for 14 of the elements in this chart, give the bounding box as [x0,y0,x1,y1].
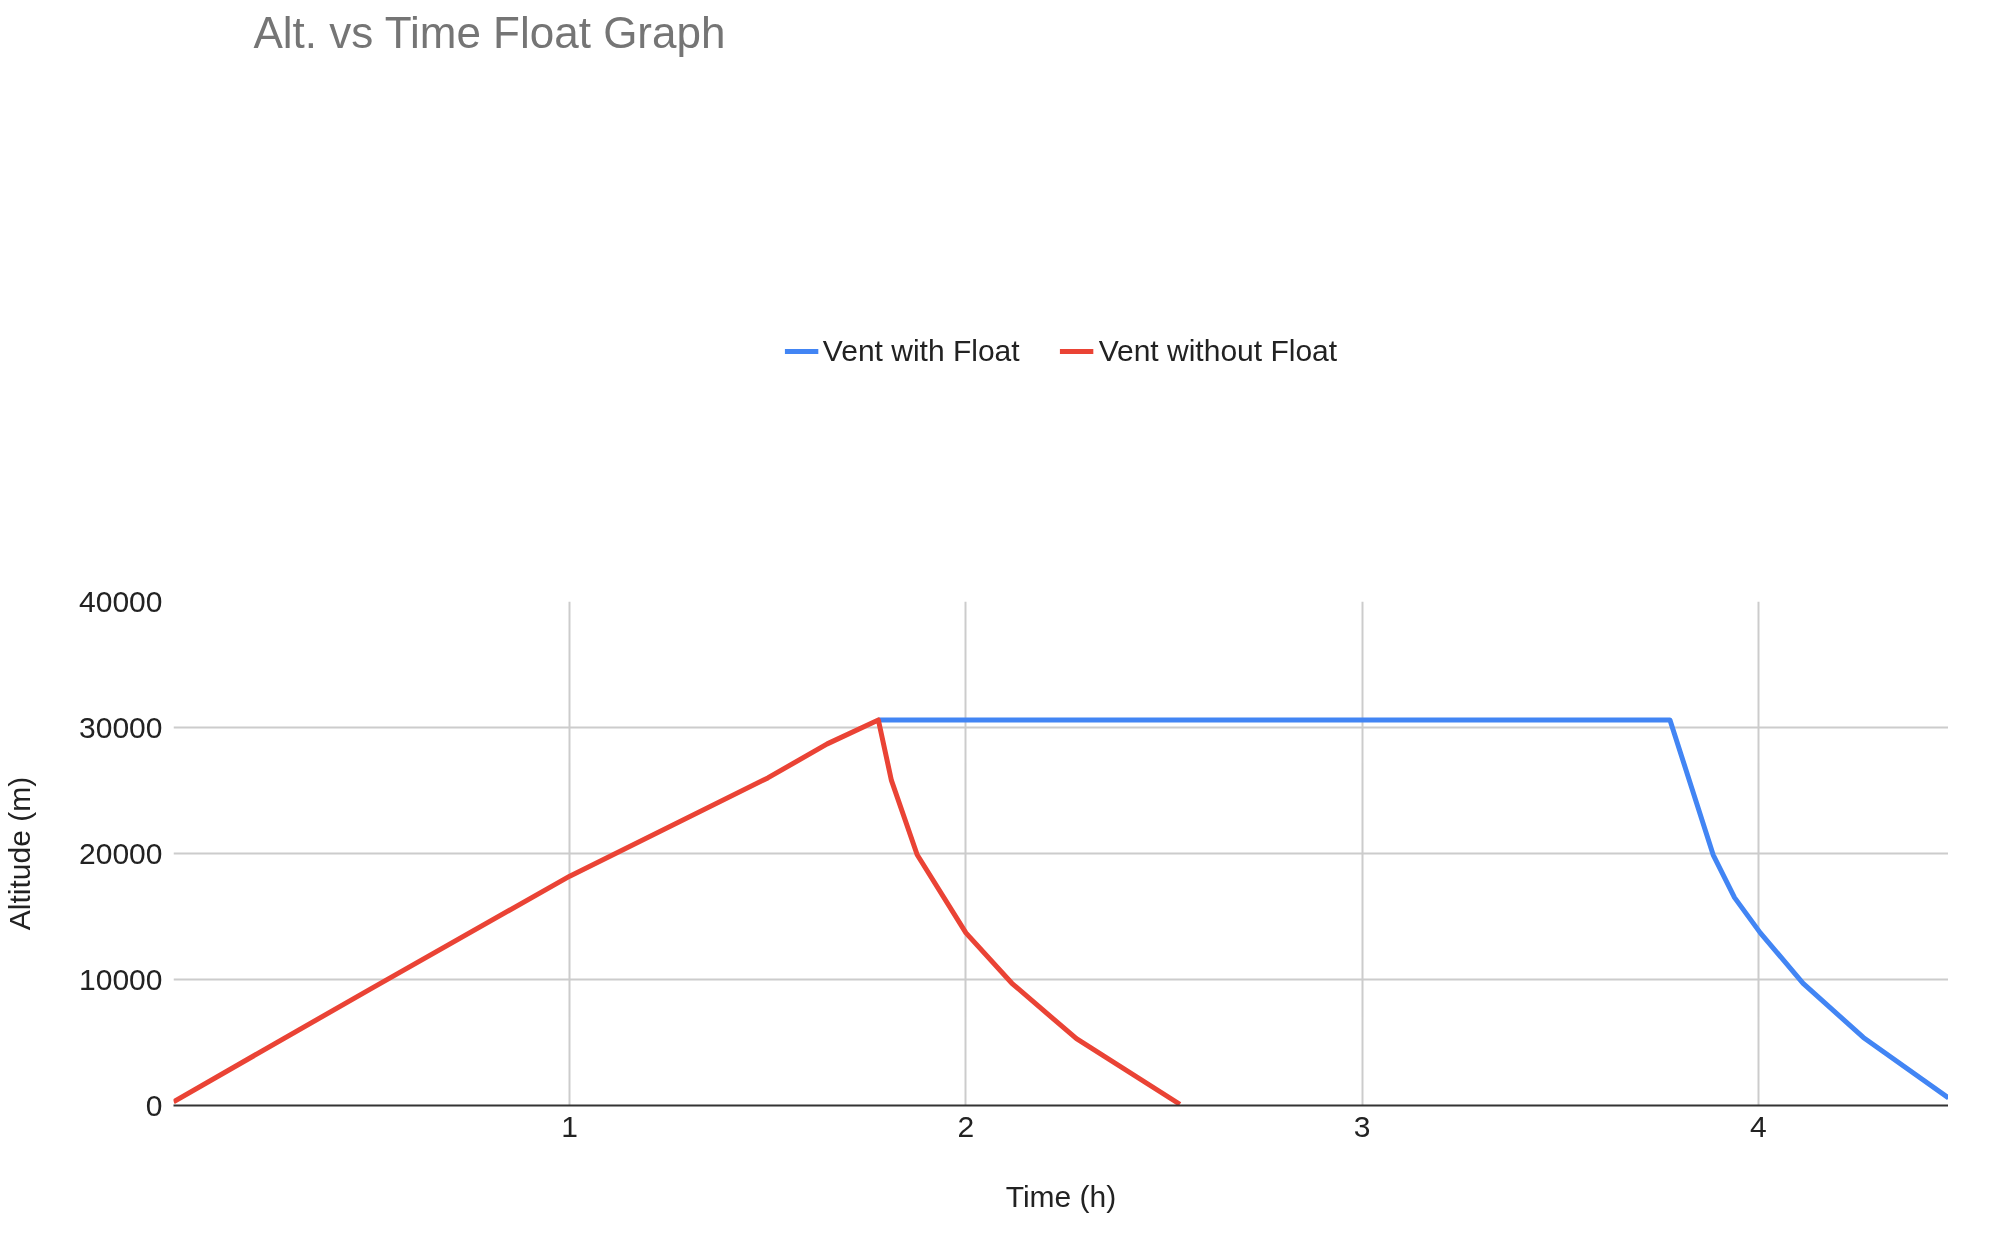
x-tick-label: 2 [957,1109,975,1143]
y-axis-title: Altitude (m) [3,776,37,931]
x-tick-label: 4 [1749,1109,1767,1143]
y-tick-label: 40000 [79,584,163,618]
y-tick-label: 30000 [79,710,163,744]
y-tick-label: 10000 [79,962,163,996]
legend-label: Vent without Float [1098,334,1338,368]
x-tick-label: 1 [561,1109,579,1143]
chart-title: Alt. vs Time Float Graph [253,7,726,57]
y-tick-label: 20000 [79,836,163,870]
legend-label: Vent with Float [822,334,1020,368]
x-axis-title: Time (h) [1005,1179,1117,1213]
x-tick-label: 3 [1353,1109,1371,1143]
y-tick-label: 0 [145,1088,163,1122]
